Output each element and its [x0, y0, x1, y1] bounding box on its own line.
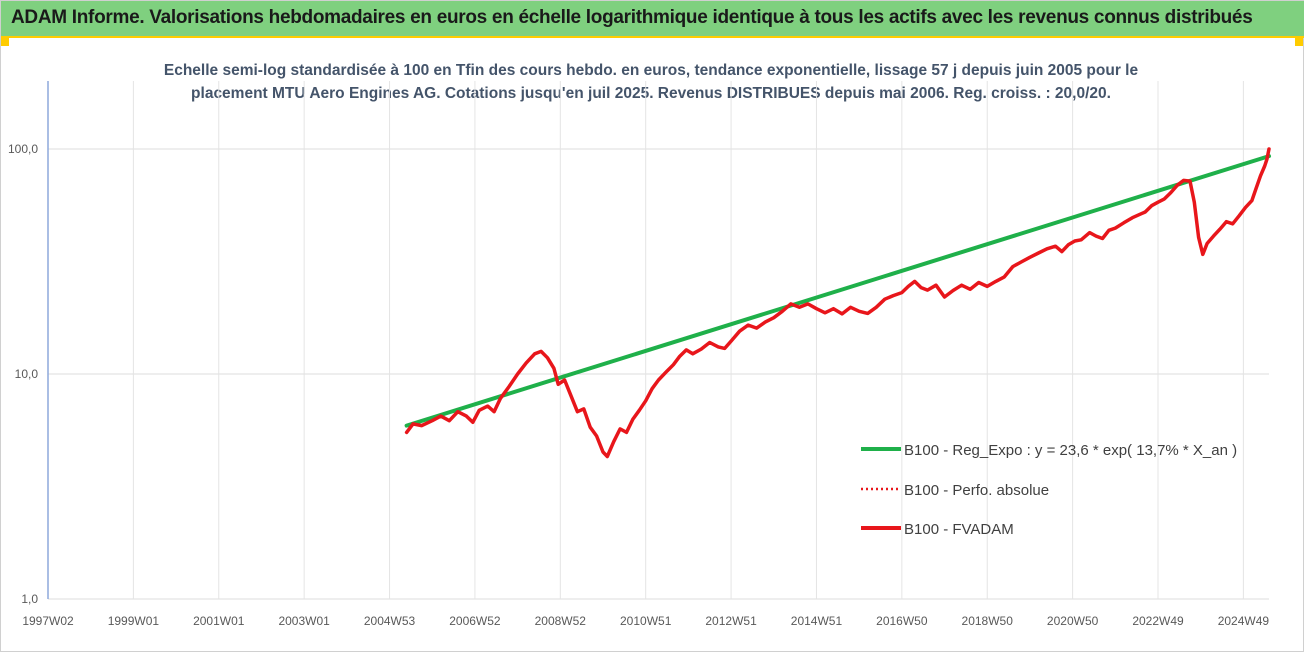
x-tick-labels: 1997W02 1999W01 2001W01 2003W01 2004W53 2006W…	[22, 614, 1269, 628]
series-lines	[404, 147, 1271, 459]
legend-label-fvadam: B100 - FVADAM	[904, 521, 1014, 538]
x-tick-label: 2008W52	[535, 614, 587, 628]
y-tick-label: 100,0	[8, 142, 38, 156]
y-tick-label: 1,0	[21, 592, 38, 606]
y-tick-labels: 1,0 10,0 100,0	[8, 142, 38, 606]
x-tick-label: 2014W51	[791, 614, 843, 628]
series-fvadam-line	[404, 147, 1271, 459]
x-tick-label: 2012W51	[705, 614, 757, 628]
corner-accent-right	[1295, 38, 1303, 46]
x-tick-label: 1997W02	[22, 614, 74, 628]
x-tick-label: 1999W01	[108, 614, 160, 628]
header-title: ADAM Informe. Valorisations hebdomadaire…	[11, 7, 1253, 28]
x-tick-label: 2022W49	[1132, 614, 1184, 628]
x-tick-label: 2004W53	[364, 614, 416, 628]
corner-accent-left	[1, 38, 9, 46]
series-regression-line	[404, 154, 1271, 428]
x-tick-label: 2024W49	[1218, 614, 1270, 628]
header-banner: ADAM Informe. Valorisations hebdomadaire…	[1, 1, 1304, 38]
legend-label-perfo: B100 - Perfo. absolue	[904, 482, 1049, 499]
x-tick-label: 2016W50	[876, 614, 928, 628]
legend: B100 - Reg_Expo : y = 23,6 * exp( 13,7% …	[861, 442, 1237, 538]
legend-label-regression: B100 - Reg_Expo : y = 23,6 * exp( 13,7% …	[904, 442, 1237, 459]
x-tick-label: 2020W50	[1047, 614, 1099, 628]
x-tick-label: 2010W51	[620, 614, 672, 628]
x-tick-label: 2006W52	[449, 614, 501, 628]
chart-title-line-2: placement MTU Aero Engines AG. Cotations…	[191, 85, 1111, 102]
gridlines	[48, 81, 1269, 600]
x-tick-label: 2001W01	[193, 614, 245, 628]
y-tick-label: 10,0	[15, 367, 39, 381]
chart-title-line-1: Echelle semi-log standardisée à 100 en T…	[164, 62, 1139, 79]
x-tick-label: 2018W50	[962, 614, 1014, 628]
x-tick-label: 2003W01	[278, 614, 330, 628]
